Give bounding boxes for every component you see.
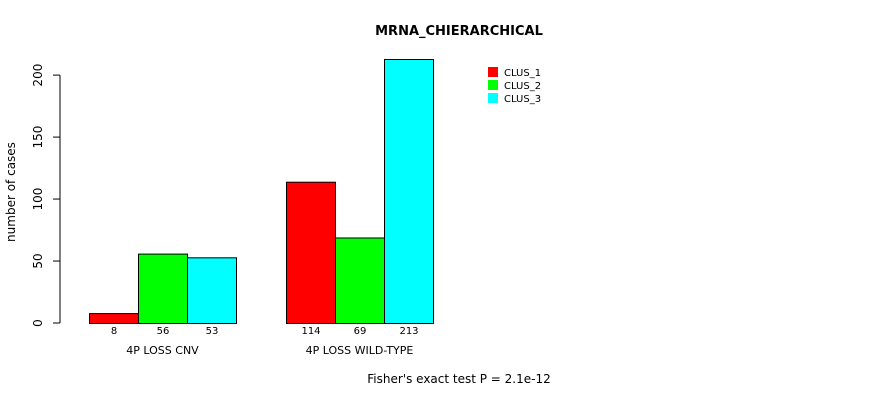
y-axis: 0 50 100 150 200 [31,64,61,327]
legend-swatch-clus-1 [488,67,498,77]
category-label: 4P LOSS WILD-TYPE [306,344,414,357]
y-tick-label: 50 [31,253,45,268]
y-tick-label: 150 [31,126,45,149]
category-labels: 4P LOSS CNV 4P LOSS WILD-TYPE [126,344,413,357]
bar-clus-3 [384,59,434,324]
bar-value-label: 53 [206,326,219,337]
legend-swatch-clus-2 [488,80,498,90]
y-tick-label: 200 [31,64,45,87]
y-axis-label: number of cases [4,142,18,242]
fisher-test-footnote: Fisher's exact test P = 2.1e-12 [367,372,551,386]
legend-label: CLUS_3 [504,94,541,105]
y-tick-label: 0 [31,319,45,327]
legend-label: CLUS_1 [504,68,541,79]
bar-clus-2 [138,253,188,324]
bar-value-label: 213 [399,326,418,337]
bar-value-label: 56 [157,326,170,337]
legend: CLUS_1 CLUS_2 CLUS_3 [488,67,541,105]
bar-clus-1 [89,313,139,324]
legend-label: CLUS_2 [504,81,541,92]
legend-swatch-clus-3 [488,93,498,103]
category-label: 4P LOSS CNV [126,344,199,357]
y-tick-label: 100 [31,188,45,211]
chart-title: MRNA_CHIERARCHICAL [375,24,543,39]
bar-value-label: 114 [301,326,320,337]
bar-clus-3 [187,257,237,324]
bar-value-label: 8 [111,326,117,337]
bars: 8 56 53 114 69 213 [89,59,434,337]
bar-value-label: 69 [354,326,367,337]
bar-clus-1 [286,181,336,324]
bar-clus-2 [335,237,385,324]
